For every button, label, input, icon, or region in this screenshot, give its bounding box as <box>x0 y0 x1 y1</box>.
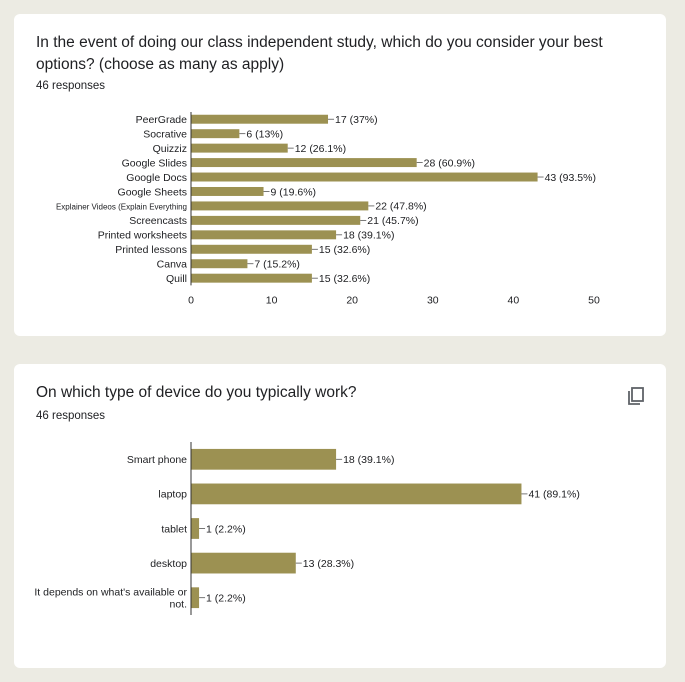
data-label: 9 (19.6%) <box>271 186 317 198</box>
response-count: 46 responses <box>36 80 106 92</box>
x-tick-label: 0 <box>188 294 194 306</box>
question-title: On which type of device do you typically… <box>36 384 357 401</box>
bar <box>191 230 337 240</box>
data-label: 6 (13%) <box>246 128 283 140</box>
category-label: Screencasts <box>129 215 187 227</box>
bar <box>191 158 417 168</box>
bar <box>191 259 248 269</box>
copy-chart-button[interactable] <box>626 386 646 406</box>
category-label: Printed worksheets <box>98 230 187 242</box>
question-card-2: On which type of device do you typically… <box>14 364 666 668</box>
x-tick-label: 20 <box>346 294 358 306</box>
bar <box>191 587 200 609</box>
category-label: Google Docs <box>126 172 187 184</box>
category-label: Quizziz <box>153 143 187 155</box>
bar <box>191 129 240 139</box>
question-card-1: In the event of doing our class independ… <box>14 14 666 336</box>
bar <box>191 244 312 254</box>
bar <box>191 518 200 539</box>
data-label: 43 (93.5%) <box>545 172 596 184</box>
data-label: 1 (2.2%) <box>206 593 246 605</box>
x-tick-label: 30 <box>427 294 439 306</box>
data-label: 18 (39.1%) <box>343 230 394 242</box>
question-title: In the event of doing our class independ… <box>36 34 603 73</box>
data-label: 22 (47.8%) <box>375 201 426 213</box>
bar <box>191 448 337 470</box>
category-label: Socrative <box>143 128 187 140</box>
category-label: Printed lessons <box>115 244 187 256</box>
category-label: tablet <box>161 523 187 535</box>
bar <box>191 143 288 153</box>
category-label: Explainer Videos (Explain Everything <box>56 203 187 212</box>
data-label: 28 (60.9%) <box>424 157 475 169</box>
data-label: 15 (32.6%) <box>319 273 370 285</box>
data-label: 12 (26.1%) <box>295 143 346 155</box>
data-label: 13 (28.3%) <box>303 558 354 570</box>
category-label: Smart phone <box>127 454 187 466</box>
data-label: 1 (2.2%) <box>206 523 246 535</box>
category-label: PeerGrade <box>136 114 188 126</box>
x-tick-label: 50 <box>588 294 600 306</box>
x-tick-label: 10 <box>266 294 278 306</box>
category-label: Canva <box>157 259 188 271</box>
data-label: 15 (32.6%) <box>319 244 370 256</box>
data-label: 7 (15.2%) <box>254 259 300 271</box>
data-label: 41 (89.1%) <box>528 489 579 501</box>
bar <box>191 483 522 505</box>
bar <box>191 201 369 211</box>
response-count: 46 responses <box>36 410 106 422</box>
bar <box>191 273 312 283</box>
bar-chart-study-options: 0 10 20 30 40 50 17 (37%) PeerGrade 6 (13%) Socra… <box>56 112 600 306</box>
data-label: 17 (37%) <box>335 114 378 126</box>
x-tick-label: 40 <box>508 294 520 306</box>
category-label: Google Slides <box>122 157 187 169</box>
bar <box>191 552 296 574</box>
data-label: 18 (39.1%) <box>343 454 394 466</box>
copy-icon <box>628 387 644 405</box>
bar <box>191 114 329 124</box>
category-label: It depends on what's available or <box>34 587 187 599</box>
category-label: laptop <box>158 489 187 501</box>
category-label: Google Sheets <box>118 186 187 198</box>
category-label: not. <box>169 599 187 611</box>
data-label: 21 (45.7%) <box>367 215 418 227</box>
category-label: Quill <box>166 273 187 285</box>
bar <box>191 215 361 225</box>
bar <box>191 186 264 196</box>
category-label: desktop <box>150 558 187 570</box>
bar <box>191 172 538 182</box>
